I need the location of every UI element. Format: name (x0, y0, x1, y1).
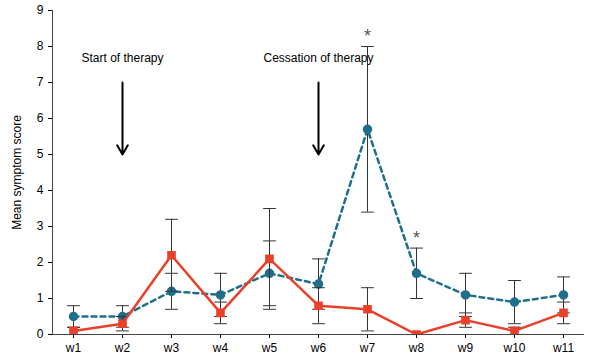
svg-text:w11: w11 (552, 341, 574, 355)
svg-text:w3: w3 (163, 341, 180, 355)
svg-text:w9: w9 (457, 341, 474, 355)
svg-text:w6: w6 (310, 341, 327, 355)
svg-text:8: 8 (37, 39, 44, 53)
svg-text:w4: w4 (212, 341, 229, 355)
svg-text:w5: w5 (261, 341, 278, 355)
svg-text:w10: w10 (502, 341, 525, 355)
svg-text:w8: w8 (408, 341, 425, 355)
svg-text:1: 1 (37, 291, 44, 305)
svg-text:5: 5 (37, 147, 44, 161)
svg-text:w1: w1 (65, 341, 82, 355)
svg-text:w2: w2 (114, 341, 131, 355)
svg-text:Start of therapy: Start of therapy (81, 51, 163, 65)
svg-text:*: * (413, 228, 420, 248)
svg-text:7: 7 (37, 75, 44, 89)
svg-text:Cessation of therapy: Cessation of therapy (263, 51, 373, 65)
svg-text:w7: w7 (359, 341, 376, 355)
svg-text:2: 2 (37, 255, 44, 269)
svg-text:*: * (364, 26, 371, 46)
svg-text:0: 0 (37, 327, 44, 341)
svg-text:6: 6 (37, 111, 44, 125)
svg-text:9: 9 (37, 3, 44, 17)
svg-text:Mean symptom score: Mean symptom score (10, 115, 24, 230)
svg-text:4: 4 (37, 183, 44, 197)
svg-text:3: 3 (37, 219, 44, 233)
